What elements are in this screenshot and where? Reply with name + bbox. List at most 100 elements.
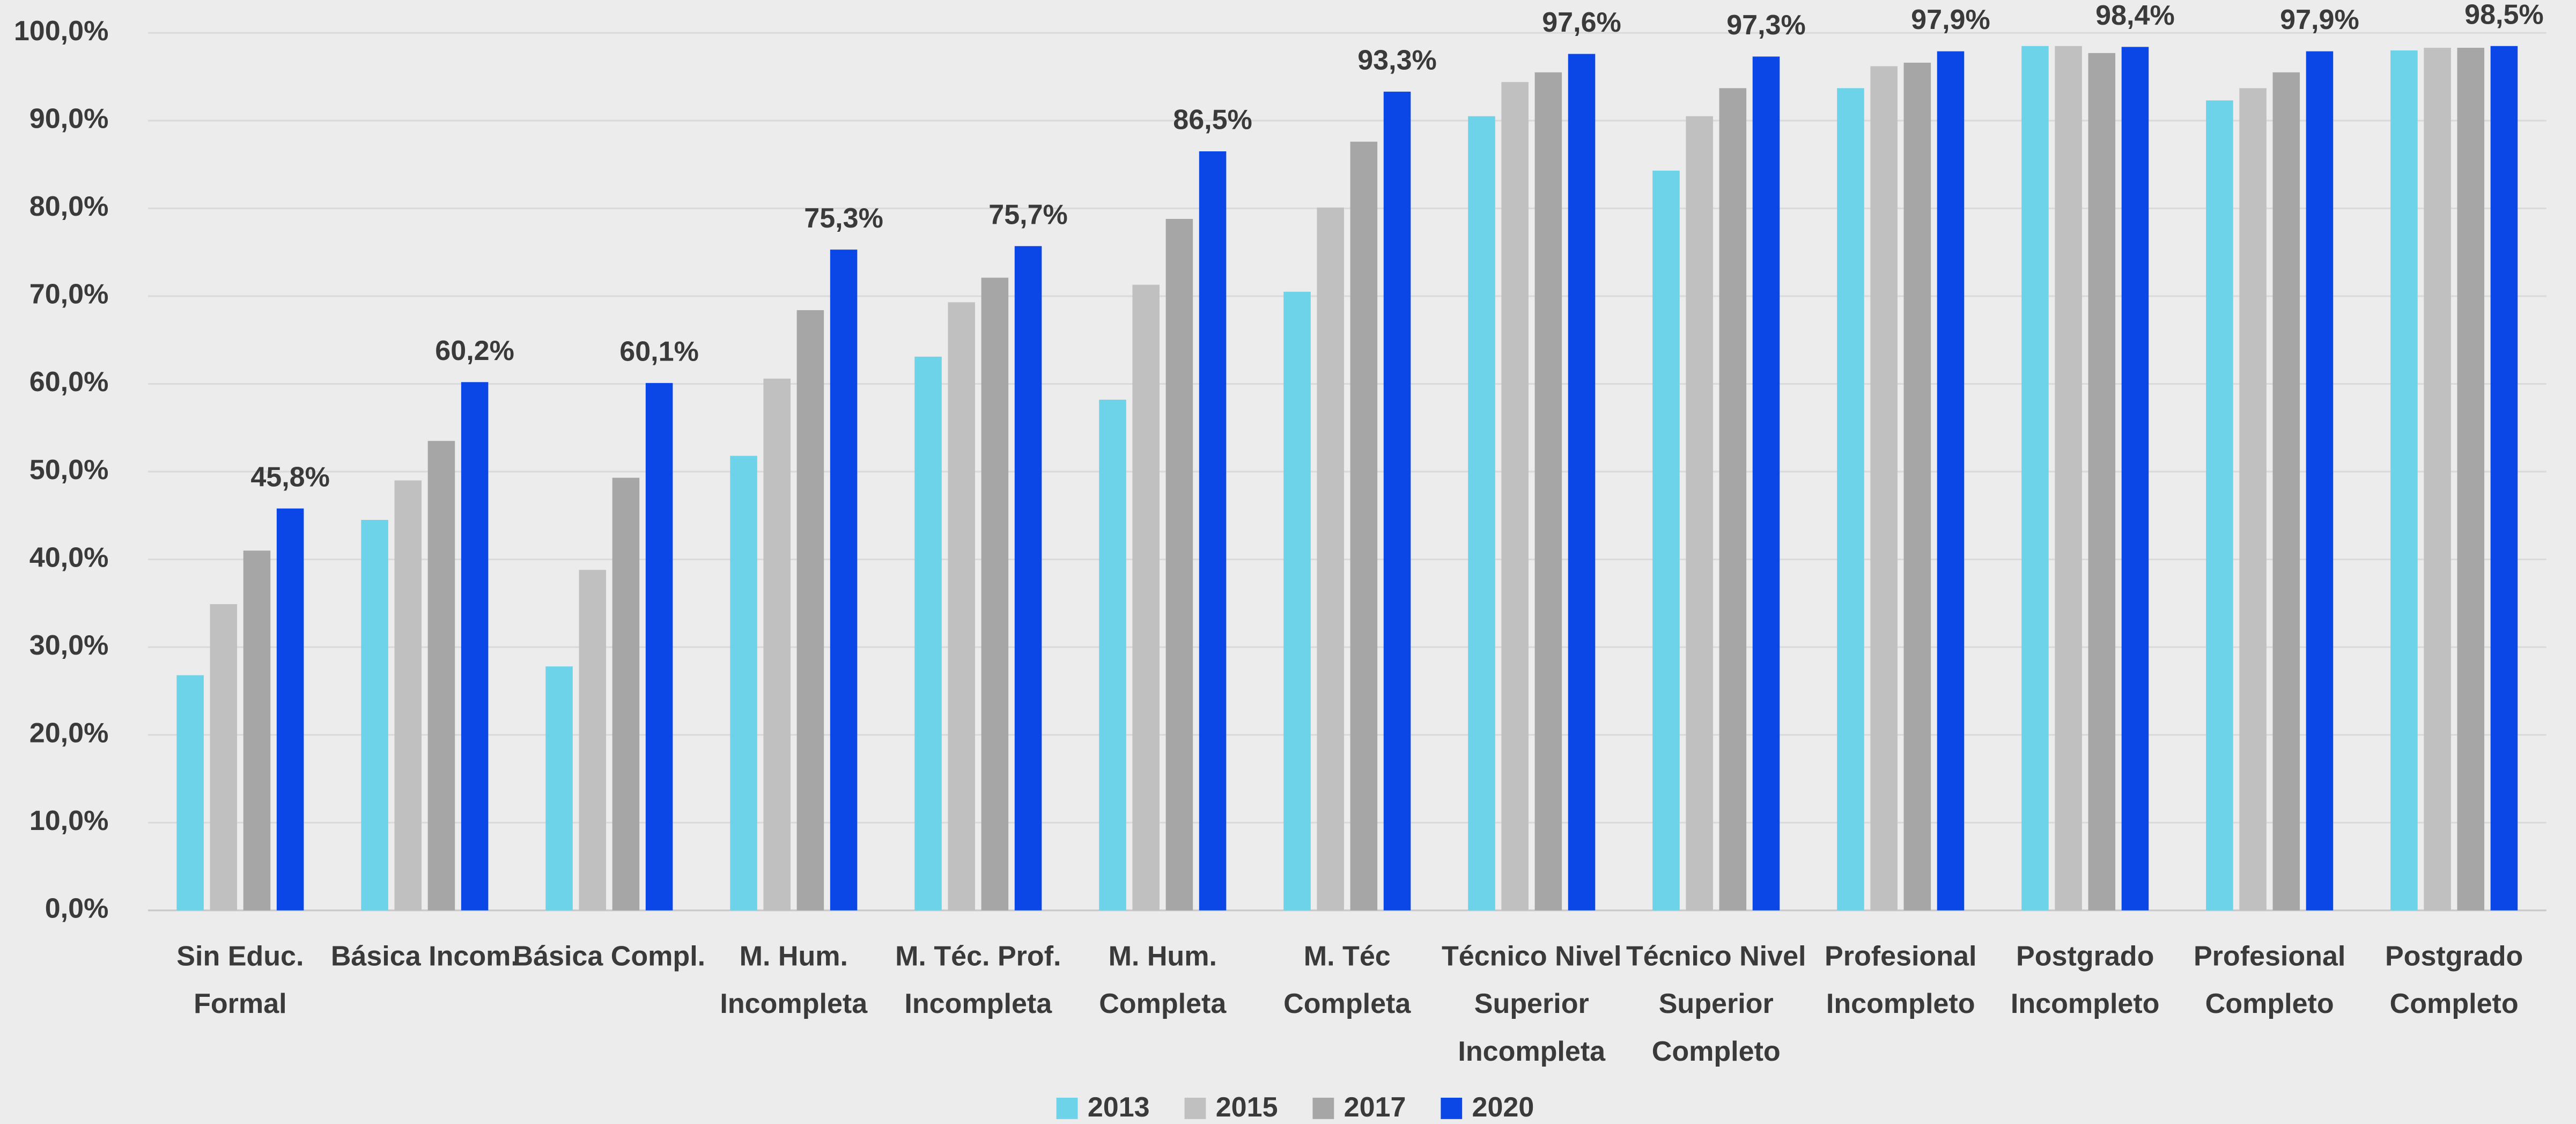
x-tick-label: Básica Incom. [331,941,519,972]
legend-label: 2013 [1088,1092,1150,1123]
bar [1317,207,1344,910]
y-tick-label: 0,0% [45,893,109,924]
bar [2457,48,2485,910]
data-label: 98,4% [2095,0,2175,31]
x-tick-label: Incompleto [1826,988,1975,1019]
x-tick-label: Técnico Nivel [1626,941,1806,972]
bar [1199,151,1227,910]
bar [2088,53,2116,910]
bar [1534,72,1562,910]
bar [2272,72,2300,910]
bar [2055,46,2082,910]
bar [579,570,607,910]
x-tick-label: Postgrado [2385,941,2523,972]
x-tick-label: Completo [2205,988,2334,1019]
x-tick-label: M. Hum. [1109,941,1217,972]
x-tick-label: Incompleta [1458,1036,1606,1067]
bar [361,519,388,910]
legend-swatch [1184,1097,1206,1119]
x-tick-label: Profesional [2194,941,2345,972]
bar [176,675,204,910]
bar [1870,66,1898,910]
y-tick-label: 50,0% [29,454,109,486]
bar [1752,56,1780,910]
x-tick-label: Completa [1283,988,1411,1019]
bar [276,508,304,910]
bar [1099,399,1126,910]
legend-swatch [1312,1097,1334,1119]
bar [1686,116,1713,910]
bar [243,550,271,910]
y-tick-label: 30,0% [29,630,109,661]
bar [1837,88,1864,910]
data-label: 45,8% [250,461,330,493]
data-label: 60,1% [619,336,699,367]
data-label: 98,5% [2464,0,2544,30]
bar [830,249,858,910]
x-tick-label: Profesional [1825,941,1976,972]
bar [2490,46,2518,910]
y-tick-label: 90,0% [29,104,109,135]
legend-label: 2017 [1344,1092,1406,1123]
data-label: 86,5% [1173,105,1252,136]
y-tick-label: 100,0% [14,16,109,47]
bar [2121,47,2149,910]
data-label: 75,3% [804,203,883,234]
bar [981,277,1009,910]
x-tick-label: Superior [1474,988,1589,1019]
bar [1903,62,1931,910]
x-tick-label: Completo [1652,1036,1781,1067]
bar [2390,50,2418,910]
bar [1283,291,1311,910]
y-tick-label: 40,0% [29,542,109,573]
bar [1652,171,1680,910]
bar [645,383,673,910]
bar [763,378,791,910]
bar [427,440,455,910]
bar [394,480,422,910]
y-tick-label: 70,0% [29,279,109,310]
y-tick-label: 60,0% [29,366,109,398]
x-tick-label: Incompleta [720,988,868,1019]
x-tick-label: M. Téc. Prof. [895,941,1061,972]
bar [2021,46,2049,910]
bar [2206,100,2233,910]
bar [2239,88,2267,910]
bar [545,666,573,910]
x-tick-label: Postgrado [2016,941,2154,972]
legend-label: 2015 [1216,1092,1278,1123]
bar [1719,88,1747,910]
x-tick-label: Sin Educ. [176,941,304,972]
data-label: 97,9% [2280,4,2359,35]
bar [796,310,824,910]
x-tick-label: Básica Compl. [513,941,705,972]
bar [1132,284,1160,910]
bar [1383,91,1411,910]
bar [2424,48,2451,910]
bar [730,456,757,910]
y-tick-label: 80,0% [29,191,109,222]
data-label: 97,3% [1726,10,1806,41]
y-tick-label: 10,0% [29,805,109,836]
x-tick-label: M. Hum. [740,941,848,972]
bar [1501,82,1529,910]
x-tick-label: M. Téc [1304,941,1391,972]
bar [2306,51,2334,910]
data-label: 75,7% [988,199,1068,230]
x-tick-label: Formal [194,988,287,1019]
legend-swatch [1441,1097,1463,1119]
bar [1165,218,1193,910]
x-tick-label: Técnico Nivel [1442,941,1622,972]
data-label: 97,6% [1542,7,1621,38]
data-label: 97,9% [1911,4,1990,35]
data-label: 93,3% [1357,45,1437,76]
x-tick-label: Incompleta [904,988,1052,1019]
legend-swatch [1056,1097,1078,1119]
bar [914,356,942,910]
data-label: 60,2% [435,335,514,366]
x-tick-label: Incompleto [2011,988,2160,1019]
bar [1568,54,1596,910]
bar [612,477,640,910]
bar [461,382,489,910]
